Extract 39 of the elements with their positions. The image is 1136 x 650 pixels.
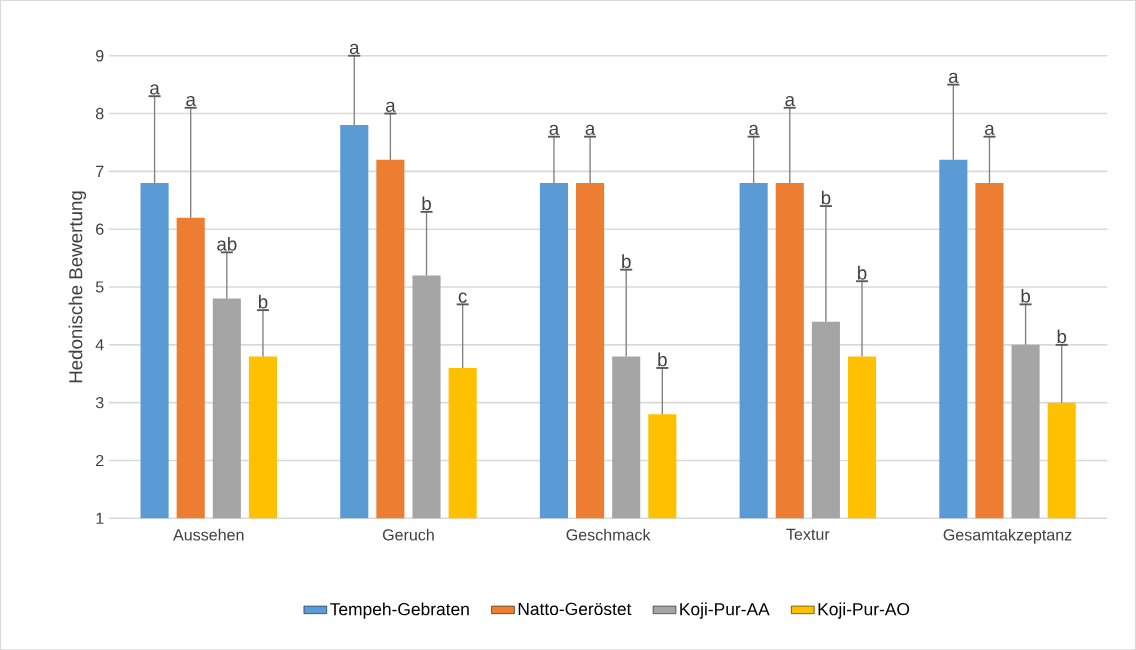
- y-tick-label: 8: [95, 107, 104, 120]
- y-tick-label: 5: [95, 281, 104, 293]
- annotation: b: [1057, 329, 1067, 344]
- y-tick-label: 2: [96, 454, 104, 466]
- y-tick-label: 1: [96, 512, 104, 524]
- y-tick-label: 9: [96, 49, 104, 62]
- y-tick-label: 4: [95, 339, 104, 351]
- annotation: a: [948, 72, 959, 83]
- y-tick-label: 6: [96, 223, 104, 235]
- annotation: b: [258, 294, 268, 309]
- legend-label: Tempeh-Gebraten: [330, 602, 469, 619]
- annotation: a: [549, 124, 560, 135]
- annotation: a: [186, 95, 196, 107]
- text: a: [349, 43, 360, 54]
- x-tick-label: Textur: [786, 528, 830, 540]
- y-axis-title: Hedonische Bewertung: [68, 191, 87, 383]
- annotation: a: [385, 101, 396, 112]
- annotation: b: [422, 196, 431, 211]
- annotation: a: [585, 124, 596, 135]
- x-tick-label: Aussehen: [173, 528, 244, 541]
- annotation: c: [458, 292, 467, 303]
- annotation: b: [821, 190, 831, 205]
- annotation: a: [150, 84, 160, 95]
- annotation: ab: [217, 236, 237, 251]
- legend-label: Natto-Geröstet: [518, 602, 632, 615]
- y-tick-label: 3: [95, 396, 104, 409]
- x-tick-label: Geruch: [382, 528, 434, 541]
- x-tick-label: Gesamtakzeptanz: [943, 528, 1072, 544]
- annotation: b: [658, 352, 667, 367]
- annotation: a: [749, 124, 759, 135]
- annotation: a: [785, 95, 795, 107]
- annotation: b: [1021, 288, 1030, 303]
- annotation: b: [858, 265, 867, 280]
- x-tick-label: Geschmack: [566, 528, 651, 541]
- legend-label: Koji-Pur-AA: [680, 602, 770, 619]
- legend-label: Koji-Pur-AO: [818, 602, 910, 619]
- annotation: b: [622, 254, 631, 268]
- annotation: a: [985, 124, 995, 135]
- y-tick-label: 7: [96, 165, 104, 177]
